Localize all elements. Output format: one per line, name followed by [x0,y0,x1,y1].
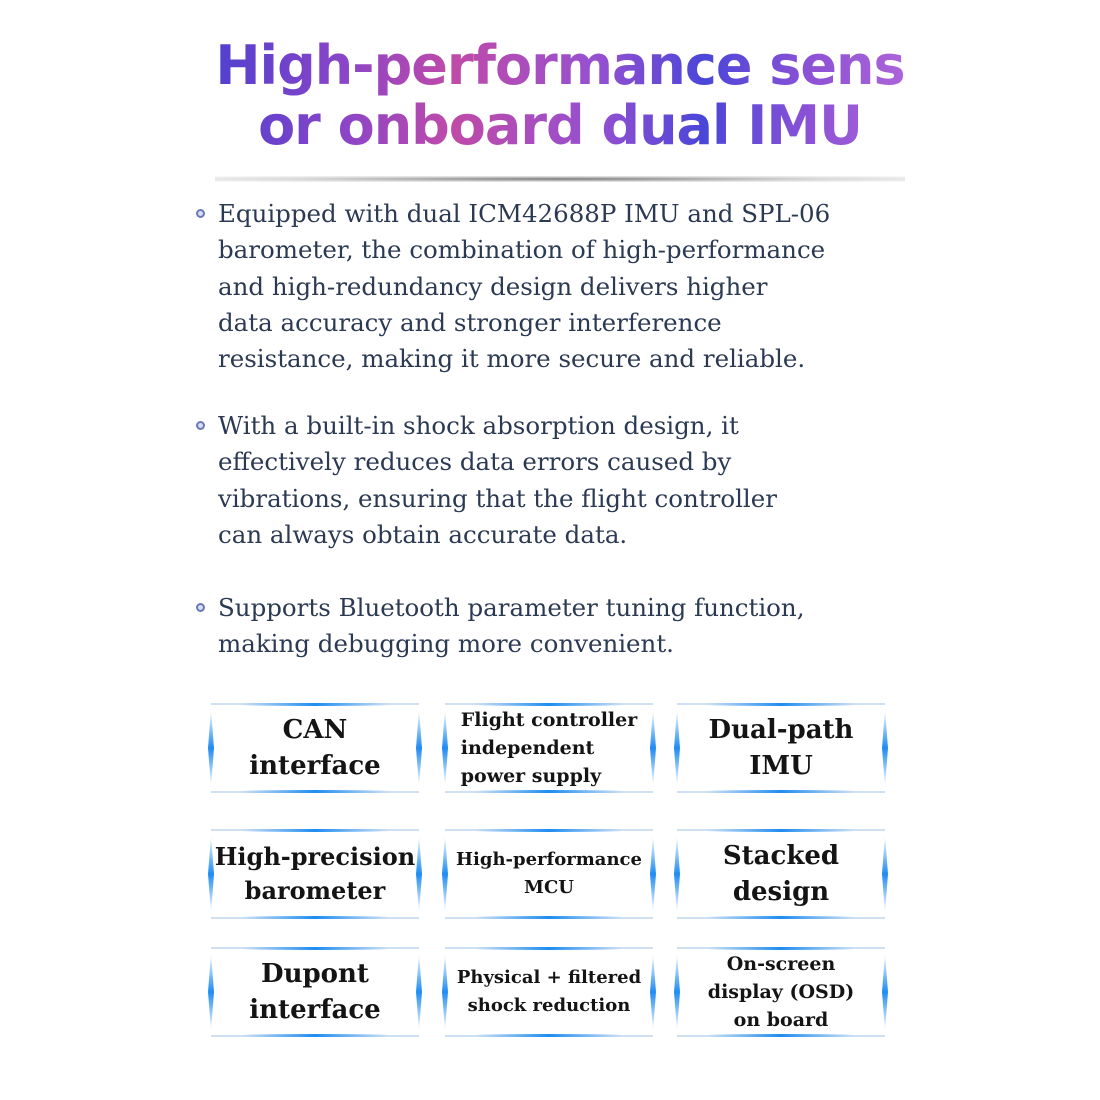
title-line-1: High-performance sens [215,34,905,97]
feature-label: Stacked [722,841,840,871]
feature-label: power supply [460,765,602,787]
bullet-item: With a built-in shock absorption design,… [192,408,777,553]
bullet-line: resistance, making it more secure and re… [218,344,806,374]
bullet-line: With a built-in shock absorption design,… [218,411,739,440]
bullet-line: effectively reduces data errors caused b… [218,447,732,477]
bullet-item: Supports Bluetooth parameter tuning func… [192,590,805,663]
feature-label: interface [249,995,381,1025]
bullet-line: barometer, the combination of high-perfo… [218,235,826,265]
bullet-line: Supports Bluetooth parameter tuning func… [218,593,805,622]
bullet-line: making debugging more convenient. [218,629,674,659]
feature-label: barometer [244,876,386,905]
feature-label: on board [733,1009,829,1031]
feature-mcu: High-performance MCU [445,829,653,919]
feature-label: interface [249,751,381,781]
bullet-line: vibrations, ensuring that the flight con… [218,483,777,513]
feature-label: High-precision [214,842,416,871]
feature-label: Flight controller [460,709,638,731]
page-title: High-performance sens or onboard dual IM… [200,36,920,156]
feature-label: display (OSD) [707,981,855,1003]
feature-osd: On-screen display (OSD) on board [677,947,885,1037]
feature-dual-imu: Dual-path IMU [677,703,885,793]
feature-can-interface: CAN interface [211,703,419,793]
bullet-line: data accuracy and stronger interference [218,307,722,337]
feature-stacked-design: Stacked design [677,829,885,919]
feature-label: Dual-path [708,715,854,745]
title-line-2: or onboard dual IMU [258,94,862,157]
bullet-line: Equipped with dual ICM42688P IMU and SPL… [218,199,831,228]
bullet-item: Equipped with dual ICM42688P IMU and SPL… [192,196,830,377]
feature-label: MCU [524,877,574,898]
feature-label: IMU [749,751,813,781]
feature-label: CAN [282,715,348,745]
bullet-line: and high-redundancy design delivers high… [218,271,768,301]
feature-shock-reduction: Physical + filtered shock reduction [445,947,653,1037]
feature-label: High-performance [456,849,642,870]
feature-independent-power: Flight controller independent power supply [445,703,653,793]
bullet-icon [196,603,205,612]
feature-barometer: High-precision barometer [211,829,419,919]
bullet-icon [196,421,205,430]
feature-label: On-screen [726,953,836,975]
title-divider [215,176,905,182]
bullet-line: can always obtain accurate data. [218,519,628,549]
feature-label: Physical + filtered [456,967,642,988]
bullet-icon [196,209,205,218]
feature-label: design [732,877,830,907]
feature-dupont-interface: Dupont interface [211,947,419,1037]
feature-label: shock reduction [467,995,631,1016]
feature-label: independent [460,737,595,759]
feature-label: Dupont [261,959,369,989]
